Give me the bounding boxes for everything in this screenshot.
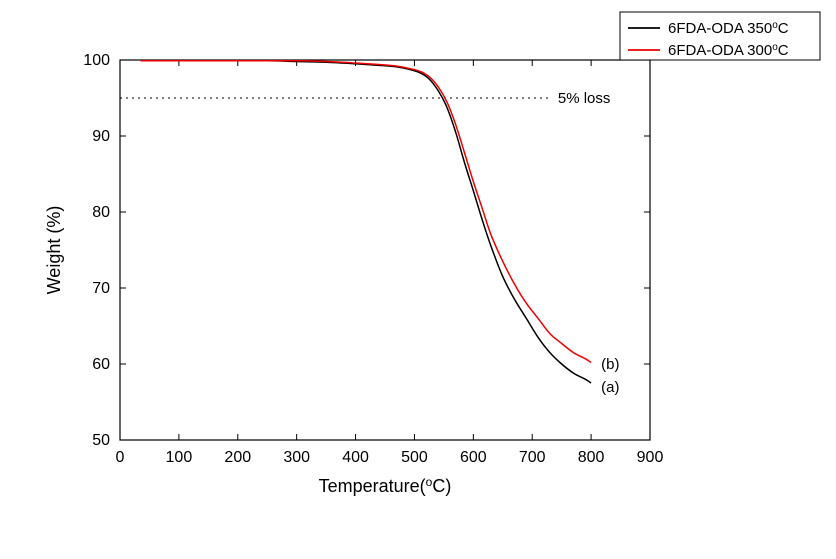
legend-label: 6FDA-ODA 350oC bbox=[668, 20, 789, 37]
y-tick-label: 90 bbox=[92, 128, 110, 145]
x-tick-label: 0 bbox=[116, 449, 125, 466]
y-tick-label: 70 bbox=[92, 280, 110, 297]
y-tick-label: 80 bbox=[92, 204, 110, 221]
series-line-1 bbox=[141, 61, 591, 363]
curve-label-b: (b) bbox=[601, 356, 619, 373]
x-tick-label: 200 bbox=[224, 449, 251, 466]
plot-border bbox=[120, 60, 650, 440]
x-tick-label: 600 bbox=[460, 449, 487, 466]
x-axis-title: Temperature(oC) bbox=[319, 475, 452, 496]
y-axis-title: Weight (%) bbox=[44, 206, 64, 295]
series-line-0 bbox=[141, 61, 591, 383]
x-tick-label: 500 bbox=[401, 449, 428, 466]
legend-label: 6FDA-ODA 300oC bbox=[668, 42, 789, 59]
x-tick-label: 100 bbox=[166, 449, 193, 466]
tga-chart: 0 100 200 300 400 500 600 700 800 900 50 60 70 80 90 10… bbox=[0, 0, 836, 559]
y-tick-label: 60 bbox=[92, 356, 110, 373]
x-tick-label: 800 bbox=[578, 449, 605, 466]
x-tick-label: 300 bbox=[283, 449, 310, 466]
x-tick-label: 400 bbox=[342, 449, 369, 466]
x-tick-label: 900 bbox=[637, 449, 664, 466]
reference-label: 5% loss bbox=[558, 90, 611, 107]
y-tick-label: 50 bbox=[92, 432, 110, 449]
x-tick-label: 700 bbox=[519, 449, 546, 466]
chart-container: { "chart": { "type": "line", "width": 83… bbox=[0, 0, 836, 559]
y-tick-label: 100 bbox=[83, 52, 110, 69]
curve-label-a: (a) bbox=[601, 379, 619, 396]
